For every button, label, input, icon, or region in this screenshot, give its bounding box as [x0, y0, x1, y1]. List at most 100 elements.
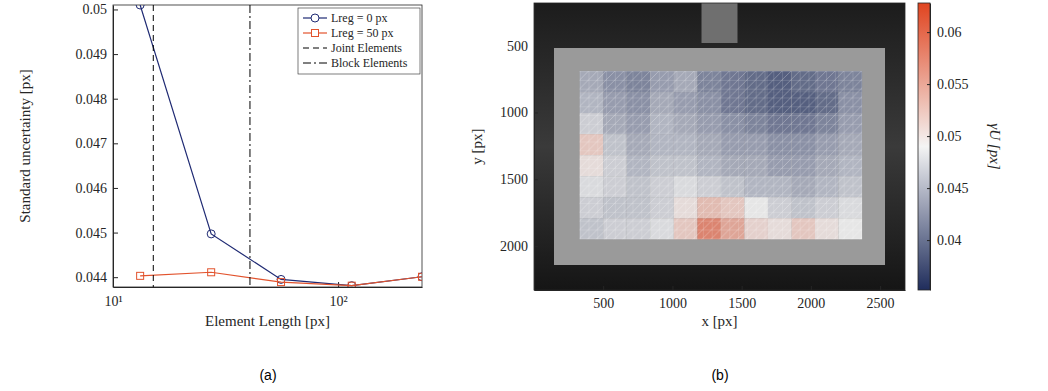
x-tick-mark: [742, 286, 743, 290]
x-tick-mark: [880, 286, 881, 290]
series-line: [140, 5, 422, 286]
x-axis-title: Element Length [px]: [205, 313, 330, 329]
y-axis-title: Standard uncertainty [px]: [17, 69, 33, 222]
y-tick-mark: [113, 9, 118, 10]
colorbar-tick-label: 0.055: [937, 77, 969, 92]
legend-item: Joint Elements: [303, 41, 402, 55]
y-axis: 0.044 0.045 0.046 0.047 0.048 0.049 0.05: [76, 2, 119, 287]
legend-label: Block Elements: [331, 56, 408, 70]
colorbar-tick-label: 0.04: [937, 233, 962, 248]
legend-label: Lreg = 0 px: [331, 11, 387, 25]
marker: [348, 282, 355, 287]
x-tick-mark: [811, 286, 812, 290]
photo-background: [534, 3, 905, 290]
colorbar-tick: 0.05: [927, 129, 962, 144]
loading-rig: [554, 48, 885, 265]
legend-label: Lreg = 50 px: [331, 26, 393, 40]
plot-area: [534, 3, 905, 290]
x-tick-label: 2000: [797, 296, 825, 311]
y-tick-label: 0.046: [76, 181, 108, 196]
y-tick-mark: [113, 54, 118, 55]
x-tick-label: 10¹: [104, 294, 122, 309]
y-tick: 1000: [500, 105, 538, 120]
loading-beam: [702, 3, 738, 43]
y-tick-mark: [534, 112, 538, 113]
marker: [419, 273, 423, 280]
colorbar-tick-mark: [927, 188, 930, 189]
y-tick-label: 0.047: [76, 136, 108, 151]
y-tick-mark: [113, 277, 118, 278]
colorbar-tick-mark: [927, 136, 930, 137]
colorbar-tick-label: 0.05: [937, 129, 962, 144]
legend-swatch: [303, 63, 327, 64]
y-tick: 500: [507, 39, 538, 54]
y-tick-mark: [113, 143, 118, 144]
legend: Lreg = 0 pxLreg = 50 pxJoint ElementsBlo…: [298, 8, 420, 74]
colorbar-tick: 0.055: [927, 77, 969, 92]
reference-line: [153, 5, 154, 287]
y-tick: 2000: [500, 239, 538, 254]
mesh: [580, 71, 862, 239]
x-tick-mark: [603, 286, 604, 290]
y-tick-label: 0.05: [83, 2, 108, 17]
y-tick-mark: [534, 246, 538, 247]
marker: [137, 272, 144, 279]
legend-box: [298, 8, 420, 74]
reference-line: [249, 5, 250, 287]
y-tick-mark: [113, 99, 118, 100]
y-tick-mark: [534, 179, 538, 180]
legend-item: Lreg = 50 px: [303, 26, 393, 40]
y-tick: 0.049: [76, 47, 119, 62]
y-tick-label: 0.048: [76, 92, 108, 107]
caption: (a): [259, 367, 276, 383]
plot-frame: [113, 5, 422, 287]
y-tick: 0.046: [76, 181, 119, 196]
y-tick-mark: [113, 188, 118, 189]
y-tick: 0.05: [83, 2, 119, 17]
legend-marker: [312, 30, 319, 37]
colorbar-tick-mark: [927, 240, 930, 241]
x-axis-line: [114, 287, 423, 288]
x-tick-label: 1500: [728, 296, 756, 311]
y-tick-label: 2000: [500, 239, 528, 254]
legend-marker: [311, 14, 319, 22]
y-tick: 0.045: [76, 226, 119, 241]
colorbar-axis: 0.04 0.045 0.05 0.055 0.06: [927, 4, 969, 291]
colorbar-tick-mark: [927, 84, 930, 85]
x-tick-label: 2500: [867, 296, 895, 311]
y-tick-mark: [113, 233, 118, 234]
colorbar-axis-line: [930, 4, 931, 291]
y-tick: 0.048: [76, 92, 119, 107]
y-axis-title: y [px]: [469, 128, 485, 164]
colorbar: [918, 3, 930, 290]
caption: (b): [711, 367, 728, 383]
colorbar-tick: 0.045: [927, 181, 969, 196]
colorbar-tick: 0.06: [927, 25, 962, 40]
y-axis: 500 1000 1500 2000: [500, 4, 538, 291]
plot-frame: [534, 3, 905, 290]
marker: [208, 269, 215, 276]
series-line: [140, 272, 422, 285]
y-tick-mark: [534, 46, 538, 47]
legend-label: Joint Elements: [331, 41, 402, 55]
colorbar-tick-label: 0.045: [937, 181, 969, 196]
y-axis-line: [113, 6, 114, 288]
x-tick-label: 1000: [659, 296, 687, 311]
y-tick: 0.044: [76, 270, 119, 285]
marker: [207, 230, 215, 238]
chart-a: 10¹ 10² 0.044 0.045 0.046 0.047 0.048 0.049 0.05…: [17, 1, 426, 383]
x-axis-title: x [px]: [701, 313, 737, 329]
x-tick-label: 500: [593, 296, 614, 311]
x-tick-label: 10²: [329, 294, 347, 309]
colorbar-tick-label: 0.06: [937, 25, 962, 40]
heatmap: [580, 71, 862, 239]
legend-item: Lreg = 0 px: [303, 11, 387, 25]
y-tick-label: 0.044: [76, 270, 108, 285]
y-tick-label: 0.045: [76, 226, 108, 241]
colorbar-tick-mark: [927, 32, 930, 33]
plot-area: [136, 5, 422, 287]
figure: 10¹ 10² 0.044 0.045 0.046 0.047 0.048 0.049 0.05…: [0, 0, 1048, 391]
x-tick-mark: [672, 286, 673, 290]
y-tick: 1500: [500, 172, 538, 187]
y-tick-label: 1500: [500, 172, 528, 187]
